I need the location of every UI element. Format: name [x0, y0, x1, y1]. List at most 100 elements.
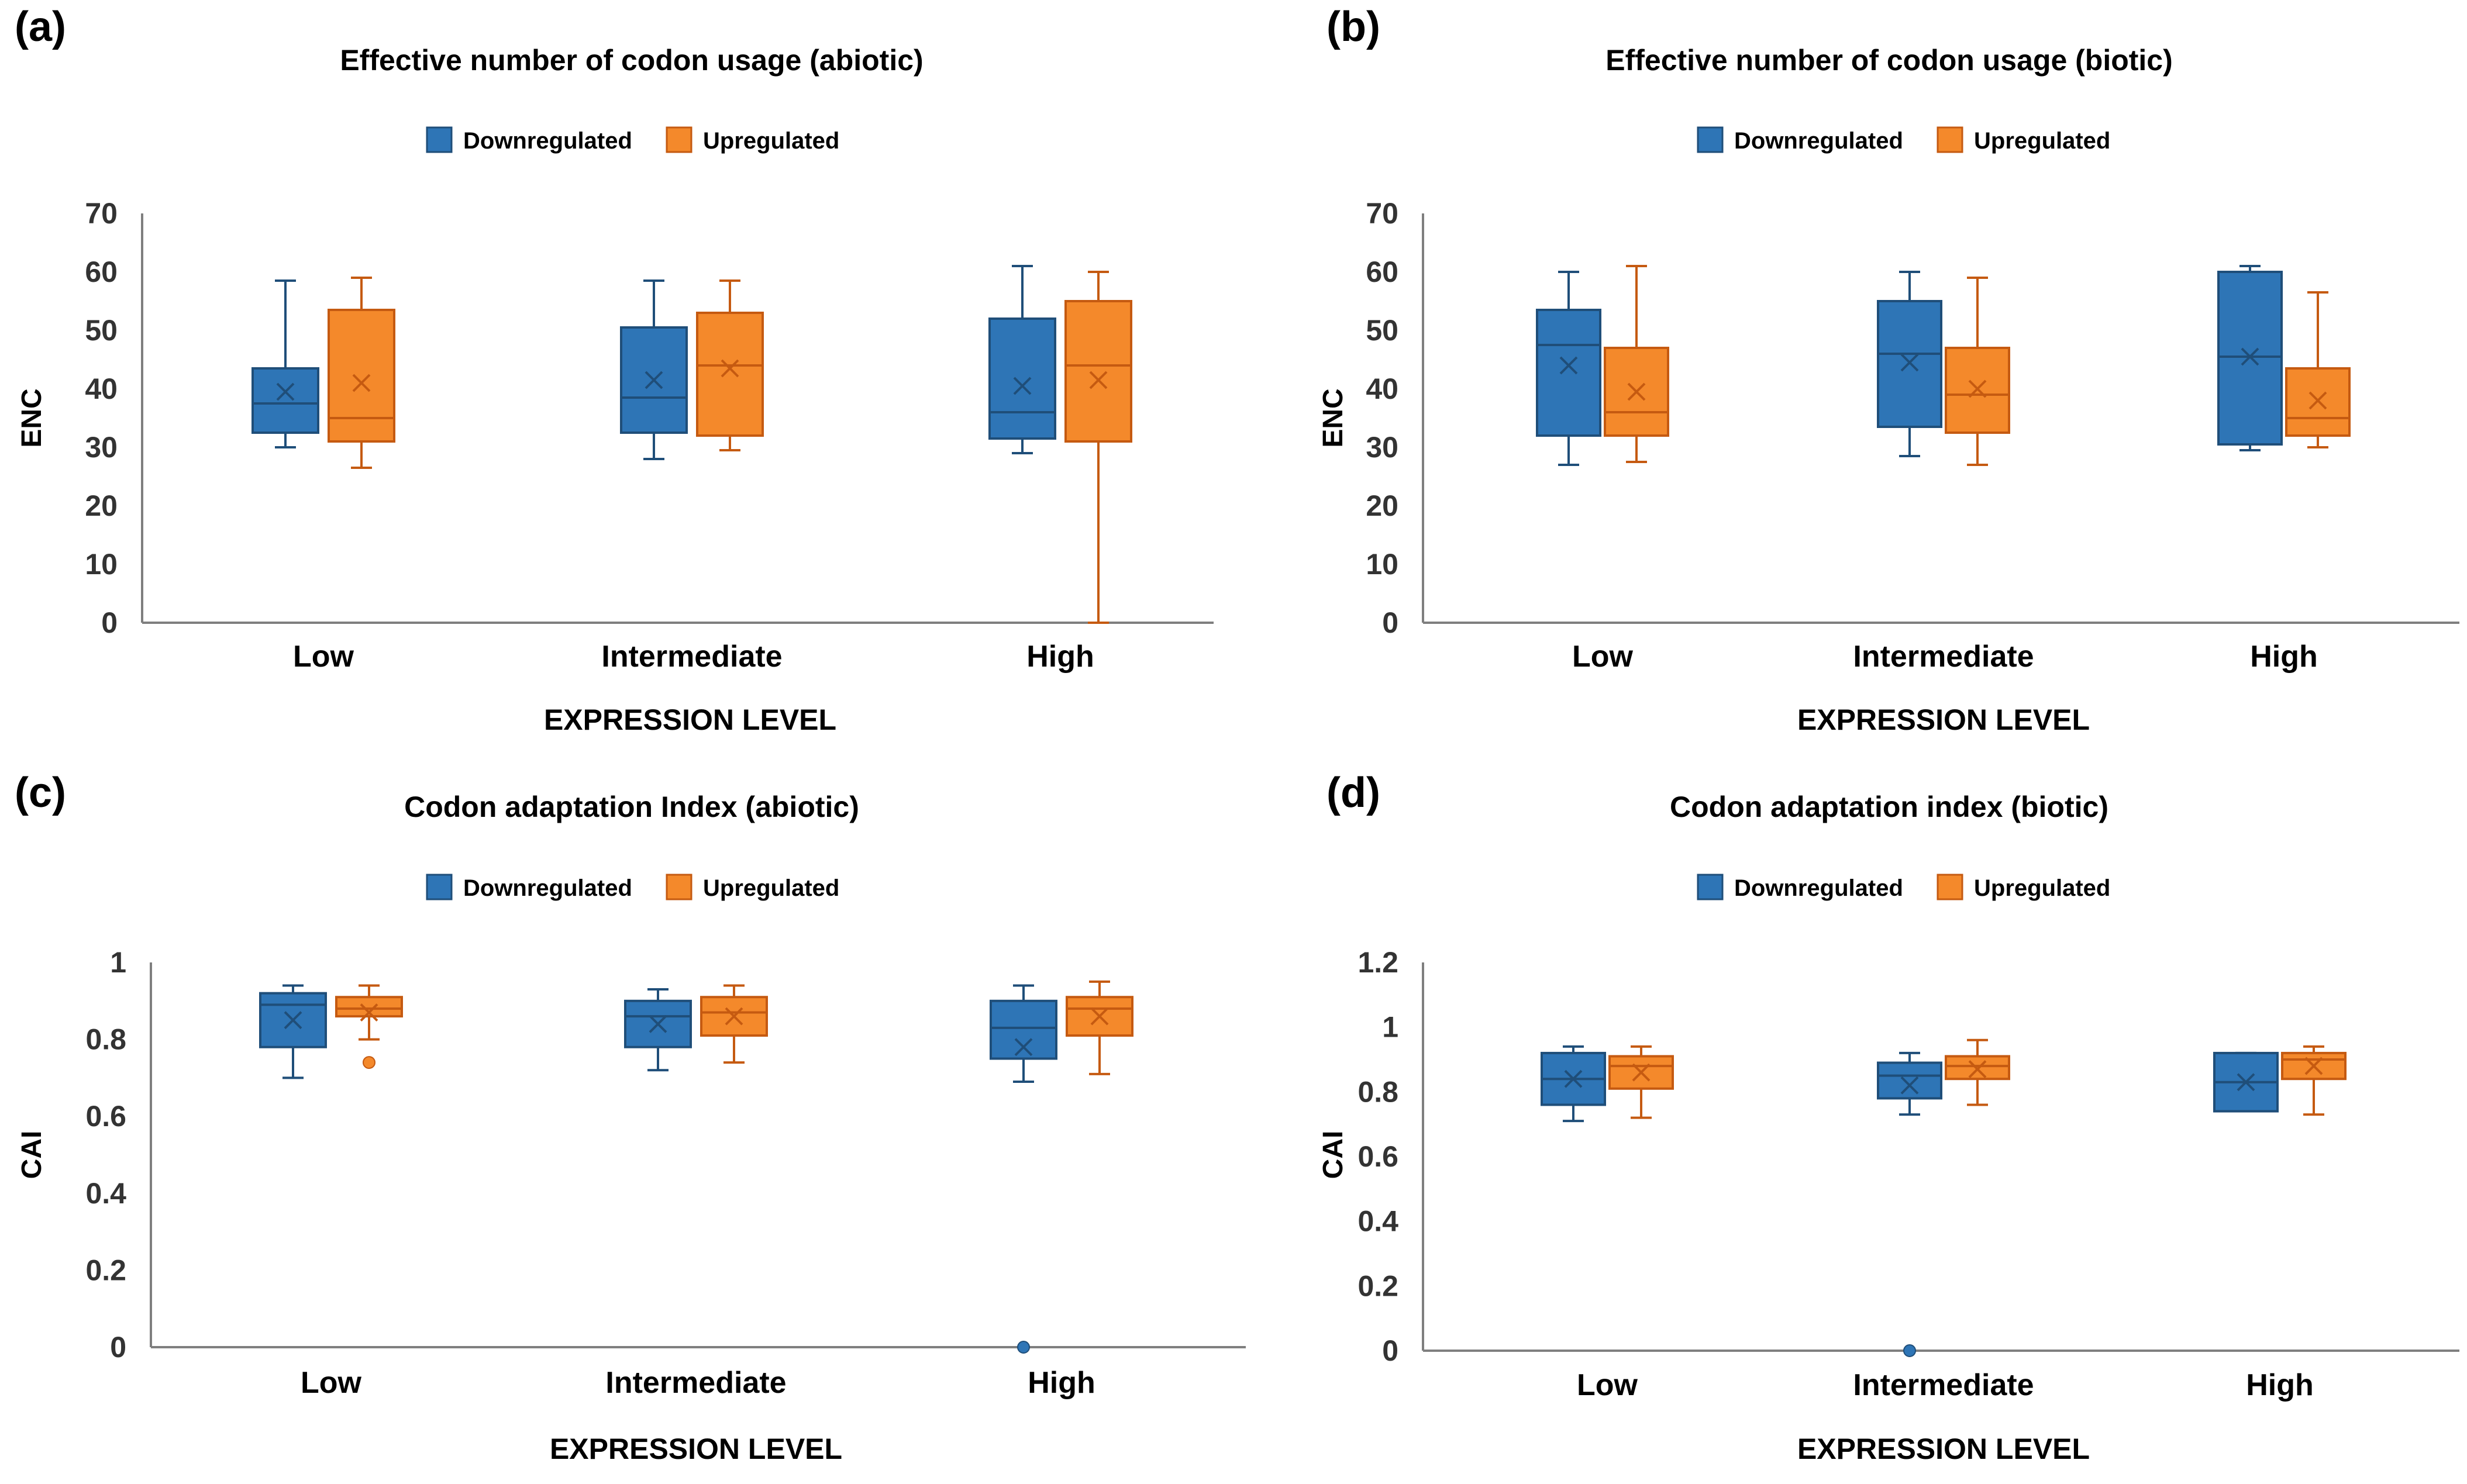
box-downregulated-intermediate	[1877, 271, 1942, 457]
box-body	[1877, 1061, 1942, 1100]
legend-swatch-downregulated	[1697, 874, 1724, 900]
legend-swatch-downregulated	[426, 874, 453, 900]
y-tick-label: 70	[1366, 197, 1398, 230]
panel-d: (d) Codon adaptation index (biotic) Downre…	[1318, 769, 2459, 1465]
outlier-point	[1017, 1341, 1030, 1354]
box-upregulated-high	[2281, 1045, 2347, 1116]
box-downregulated-low	[259, 984, 327, 1079]
legend: Downregulated Upregulated	[426, 126, 839, 154]
x-axis-label: EXPRESSION LEVEL	[544, 703, 836, 736]
mean-marker	[1090, 1007, 1109, 1026]
box-downregulated-low	[251, 279, 319, 448]
mean-marker	[1900, 353, 1919, 372]
y-tick-label: 0.2	[1357, 1269, 1398, 1302]
box-upregulated-low	[328, 277, 395, 469]
box-downregulated-high	[988, 265, 1056, 454]
box-downregulated-high	[2213, 1051, 2279, 1113]
y-tick-label: 1	[110, 946, 126, 979]
x-tick-label: Intermediate	[1853, 640, 2034, 674]
box-upregulated-low	[1608, 1045, 1674, 1119]
x-tick-label: Low	[1572, 640, 1634, 674]
box-upregulated-low	[1604, 265, 1669, 463]
mean-marker	[1632, 1063, 1651, 1082]
box-downregulated-high	[2217, 265, 2283, 451]
y-tick-label: 70	[85, 197, 118, 230]
y-tick-label: 1	[1382, 1011, 1398, 1044]
x-tick-label: High	[1026, 640, 1094, 674]
y-axis-label: CAI	[16, 1131, 47, 1179]
legend-label-downregulated: Downregulated	[463, 128, 632, 154]
y-tick-label: 0.8	[85, 1023, 126, 1056]
y-tick-label: 0	[110, 1331, 126, 1364]
chart-title: Codon adaptation index (biotic)	[1670, 791, 2108, 823]
mean-marker	[1089, 371, 1108, 389]
box-body	[1536, 309, 1601, 437]
mean-marker	[725, 1007, 743, 1026]
legend-label-downregulated: Downregulated	[1734, 875, 1903, 901]
chart-title: Effective number of codon usage (biotic)	[1605, 44, 2173, 77]
mean-marker	[360, 1003, 378, 1021]
mean-marker	[1900, 1076, 1919, 1095]
y-tick-label: 0	[1382, 1334, 1398, 1367]
mean-marker	[284, 1011, 302, 1030]
panel-a: (a) Effective number of codon usage (abio…	[15, 4, 1214, 736]
box-body	[2217, 271, 2283, 446]
box-downregulated-low	[1541, 1045, 1606, 1123]
panel-label: (c)	[15, 769, 66, 816]
x-tick-label: High	[2250, 640, 2318, 674]
y-tick-label: 40	[85, 372, 118, 405]
mean-marker	[1968, 1060, 1987, 1079]
panel-label: (b)	[1326, 4, 1380, 50]
y-tick-label: 50	[1366, 314, 1398, 347]
legend-label-upregulated: Upregulated	[703, 128, 839, 154]
box-upregulated-intermediate	[696, 279, 764, 451]
box-body	[988, 317, 1056, 440]
mean-marker	[2304, 1057, 2323, 1075]
box-downregulated-low	[1536, 271, 1601, 466]
box-upregulated-high	[1064, 271, 1132, 624]
box-body	[1064, 300, 1132, 443]
legend-label-upregulated: Upregulated	[1974, 875, 2110, 901]
box-upregulated-high	[1066, 980, 1133, 1075]
x-axis-label: EXPRESSION LEVEL	[1797, 1433, 2090, 1465]
box-upregulated-intermediate	[1945, 1038, 2010, 1106]
mean-marker	[1627, 382, 1646, 401]
mean-marker	[2237, 1073, 2255, 1092]
legend-label-downregulated: Downregulated	[463, 875, 632, 901]
panel-b: (b) Effective number of codon usage (biot…	[1318, 4, 2459, 736]
mean-marker	[1559, 356, 1578, 375]
box-body	[696, 312, 764, 437]
box-body	[328, 309, 395, 443]
box-body	[990, 999, 1057, 1060]
y-tick-label: 0.6	[1357, 1140, 1398, 1173]
box-upregulated-intermediate	[700, 984, 768, 1064]
mean-marker	[2241, 347, 2259, 366]
mean-marker	[352, 374, 371, 392]
box-upregulated-low	[335, 984, 403, 1069]
legend-label-downregulated: Downregulated	[1734, 128, 1903, 154]
legend-swatch-downregulated	[1697, 126, 1724, 153]
x-tick-label: Low	[1577, 1368, 1638, 1402]
box-downregulated-high	[990, 984, 1057, 1354]
box-body	[1604, 347, 1669, 437]
y-tick-label: 0	[1382, 606, 1398, 639]
y-tick-label: 0.8	[1357, 1075, 1398, 1108]
y-tick-label: 40	[1366, 372, 1398, 405]
chart-title: Codon adaptation Index (abiotic)	[404, 791, 859, 823]
y-tick-label: 50	[85, 314, 118, 347]
y-tick-label: 0.6	[85, 1100, 126, 1133]
box-upregulated-intermediate	[1945, 277, 2010, 466]
legend-label-upregulated: Upregulated	[1974, 128, 2110, 154]
legend-swatch-upregulated	[666, 126, 692, 153]
y-tick-label: 30	[85, 431, 118, 464]
legend: Downregulated Upregulated	[1697, 126, 2110, 154]
mean-marker	[645, 371, 663, 389]
mean-marker	[2308, 391, 2327, 410]
x-tick-label: Intermediate	[605, 1366, 786, 1400]
x-tick-label: Intermediate	[601, 640, 782, 674]
legend-swatch-downregulated	[426, 126, 453, 153]
y-tick-label: 0.4	[85, 1177, 126, 1210]
mean-marker	[276, 382, 295, 401]
mean-marker	[721, 359, 739, 378]
x-tick-label: High	[2246, 1368, 2314, 1402]
